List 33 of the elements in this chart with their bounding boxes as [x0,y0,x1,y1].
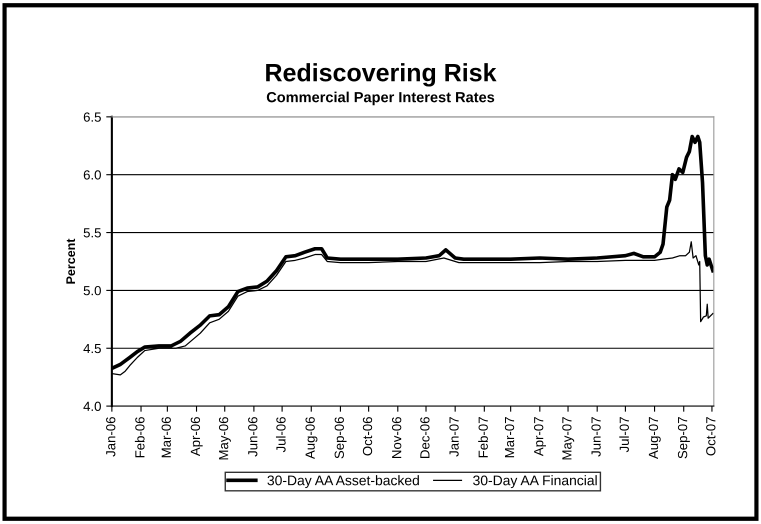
x-tick-label: Jan-07 [449,417,459,457]
x-tick-label: Oct-07 [706,417,716,456]
x-tick-label: Aug-06 [305,417,318,460]
x-tick-label: May-06 [218,417,231,460]
chart-subtitle: Commercial Paper Interest Rates [266,92,494,106]
x-tick-label: Apr-07 [534,417,546,456]
y-tick-label: 4.5 [83,344,101,354]
x-tick-label: Mar-07 [504,417,514,458]
x-tick-label: Apr-06 [190,417,203,456]
x-tick-label: Mar-06 [162,417,171,458]
x-tick-label: Sep-06 [334,417,347,458]
x-tick-label: Jul-06 [276,417,286,452]
legend-label: 30-Day AA Asset-backed [267,475,419,488]
legend-label: 30-Day AA Financial [473,475,597,488]
x-tick-label: Nov-06 [392,417,402,458]
y-tick-label: 4.0 [83,402,101,412]
x-tick-label: Aug-07 [648,417,661,460]
x-tick-label: Jun-07 [591,417,601,457]
x-tick-label: May-07 [562,417,574,460]
x-tick-label: Feb-06 [134,417,145,458]
x-tick-label: Jul-07 [619,417,629,452]
y-tick-label: 6.5 [84,112,101,122]
y-tick-label: 5.5 [84,228,101,238]
x-tick-label: Feb-07 [478,417,488,458]
chart-title: Rediscovering Risk [266,63,497,87]
x-tick-label: Jan-06 [106,417,116,457]
x-tick-label: Jun-06 [248,417,258,457]
x-tick-label: Dec-06 [420,417,430,458]
x-tick-label: Oct-06 [362,417,372,456]
y-tick-label: 5.0 [84,286,101,296]
y-axis-title: Percent [66,238,76,284]
y-tick-label: 6.0 [84,170,101,180]
x-tick-label: Sep-07 [678,417,690,458]
